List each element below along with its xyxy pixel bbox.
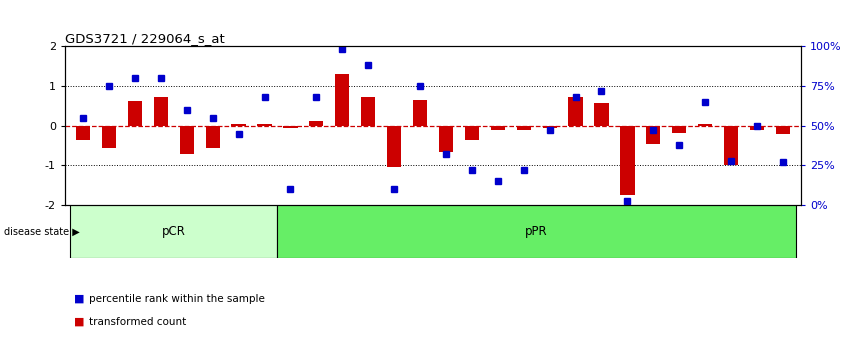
Text: GDS3721 / 229064_s_at: GDS3721 / 229064_s_at (65, 32, 224, 45)
Bar (620, 126, 635, 195)
Bar (257, 124, 272, 126)
Text: percentile rank within the sample: percentile rank within the sample (89, 294, 265, 304)
Bar (128, 101, 142, 126)
Bar (283, 126, 298, 128)
Bar (335, 74, 349, 126)
Bar (491, 126, 505, 130)
Bar (776, 126, 790, 135)
Bar (102, 126, 116, 148)
Bar (361, 97, 375, 126)
Bar (439, 126, 453, 152)
Bar (542, 126, 557, 128)
Bar (205, 126, 220, 148)
Text: ■: ■ (74, 294, 84, 304)
Bar (309, 121, 324, 126)
Text: pPR: pPR (526, 225, 548, 238)
Bar (568, 97, 583, 126)
Bar (698, 124, 712, 126)
Bar (750, 126, 764, 130)
Bar (413, 100, 427, 126)
Bar (70, 205, 277, 258)
Bar (672, 126, 687, 133)
Bar (154, 97, 168, 126)
Bar (231, 124, 246, 126)
Bar (76, 126, 90, 139)
Bar (594, 103, 609, 126)
Text: pCR: pCR (162, 225, 185, 238)
Text: disease state ▶: disease state ▶ (4, 227, 80, 237)
Bar (646, 126, 661, 144)
Text: transformed count: transformed count (89, 317, 186, 327)
Bar (465, 126, 479, 139)
Bar (517, 126, 531, 130)
Bar (387, 126, 401, 167)
Bar (724, 126, 738, 166)
Bar (277, 205, 796, 258)
Bar (179, 126, 194, 154)
Text: ■: ■ (74, 317, 84, 327)
